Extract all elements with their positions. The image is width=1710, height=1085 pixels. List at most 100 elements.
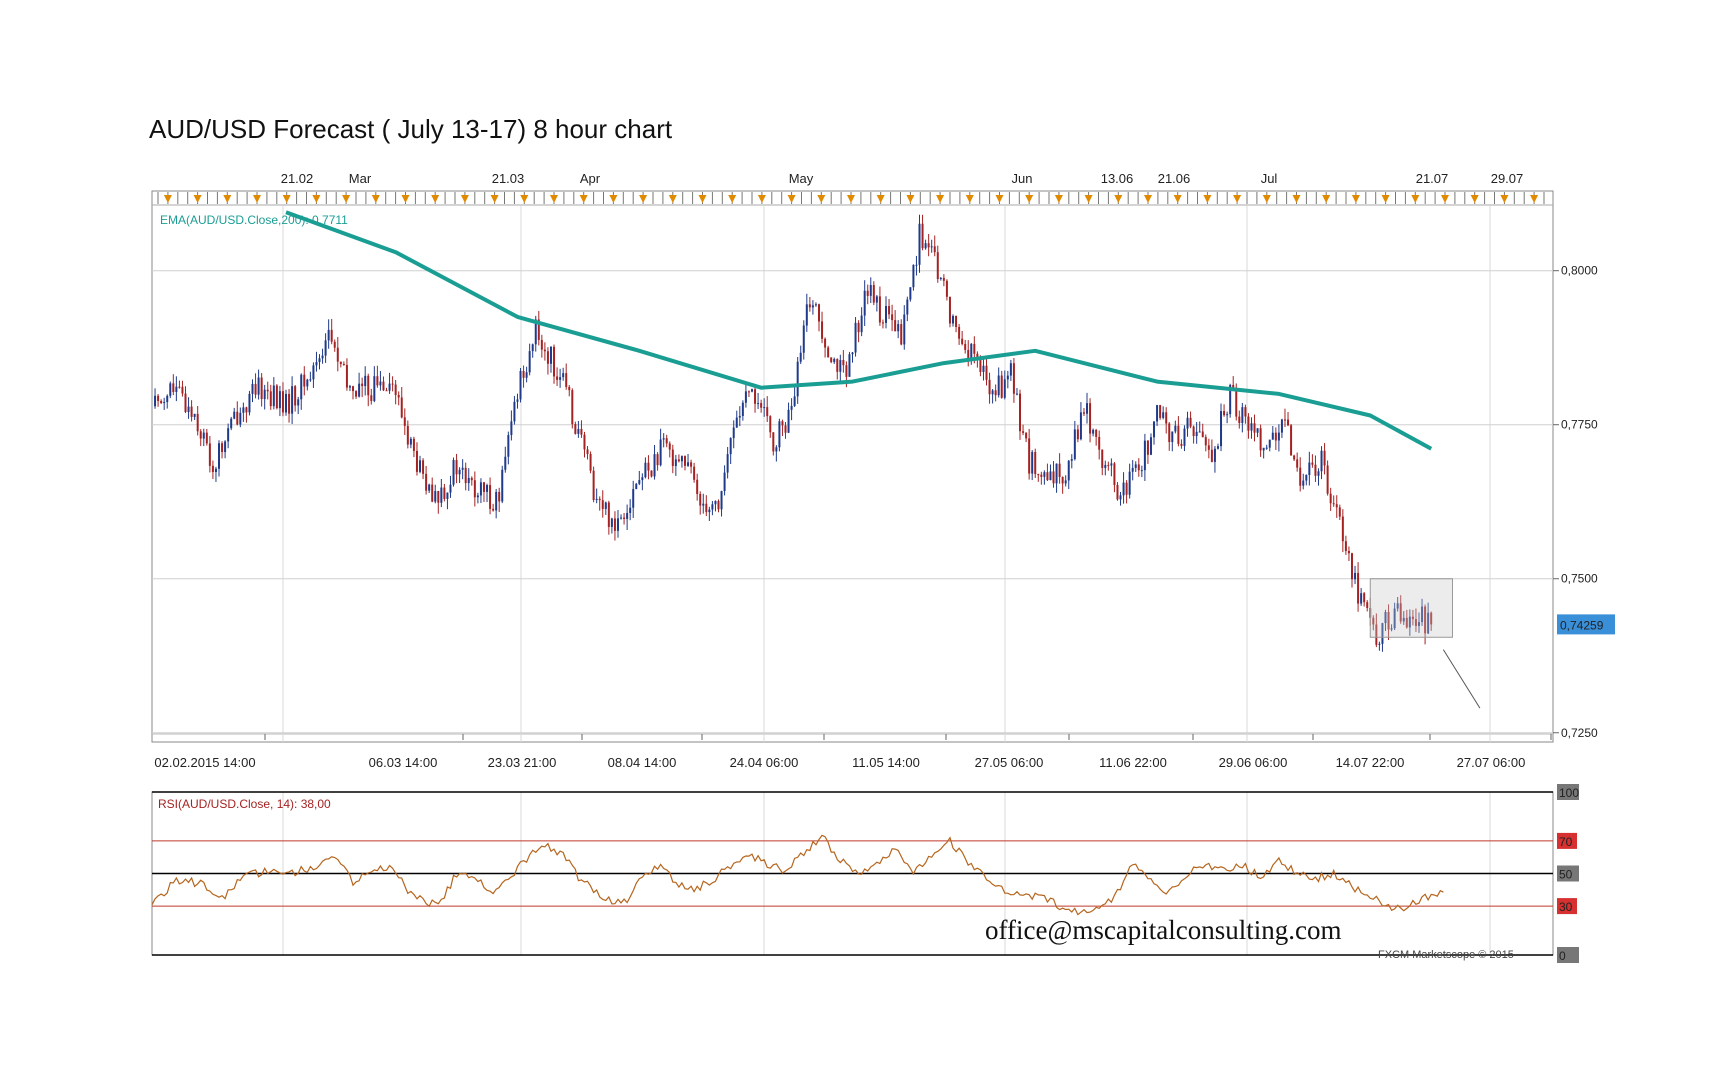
candle-body [269, 391, 272, 407]
candle-body [1229, 384, 1232, 415]
candle-body [817, 304, 820, 322]
event-marker [847, 195, 855, 203]
rsi-axis-tag [1557, 865, 1579, 882]
candle-body [802, 325, 805, 353]
candle-body [830, 357, 833, 363]
candle-body [997, 375, 1000, 396]
candle-body [364, 375, 367, 387]
candle-body [1335, 504, 1338, 508]
candle-body [620, 517, 623, 519]
candle-body [522, 371, 525, 378]
candle-body [1421, 606, 1424, 623]
candle-body [537, 319, 540, 340]
candle-body [568, 386, 571, 391]
candle-body [635, 483, 638, 490]
candle-body [1299, 467, 1302, 486]
candle-body [1037, 474, 1040, 476]
candle-body [1320, 450, 1323, 472]
candle-body [994, 390, 997, 396]
candle-body [1101, 449, 1104, 468]
candle-body [1305, 474, 1308, 481]
candle-body [814, 304, 817, 306]
candle-body [936, 252, 939, 280]
event-marker [342, 195, 351, 203]
candle-body [1082, 412, 1085, 414]
candle-body [973, 343, 976, 354]
candle-body [1268, 439, 1271, 448]
event-marker [282, 195, 291, 203]
candle-body [760, 403, 763, 408]
candle-body [866, 290, 869, 296]
candle-body [1424, 606, 1427, 634]
candle-body [257, 377, 260, 395]
candle-body [1344, 541, 1347, 552]
candle-body [184, 393, 187, 413]
candle-body [1408, 616, 1411, 628]
candle-body [955, 315, 958, 327]
candle-body [157, 395, 160, 401]
rsi-axis-label: 30 [1559, 900, 1573, 914]
candle-body [1073, 429, 1076, 460]
candle-body [278, 391, 281, 409]
event-marker [787, 195, 796, 203]
event-marker [371, 195, 380, 203]
candle-body [1308, 462, 1311, 475]
candle-body [476, 495, 479, 498]
candle-body [598, 498, 601, 501]
candle-body [425, 473, 428, 491]
event-marker [223, 195, 232, 203]
candle-body [1411, 616, 1414, 620]
price-axis-label: 0,7500 [1561, 572, 1598, 586]
candle-body [650, 470, 653, 477]
time-axis-label: 02.02.2015 14:00 [154, 755, 255, 770]
candle-body [288, 393, 291, 414]
price-axis-label: 0,7750 [1561, 418, 1598, 432]
event-marker [817, 195, 826, 203]
candle-body [683, 456, 686, 466]
candle-body [912, 264, 915, 288]
candle-body [218, 443, 221, 469]
candle-body [440, 487, 443, 503]
candle-body [510, 421, 513, 436]
candle-body [312, 365, 315, 380]
event-marker [1203, 195, 1212, 203]
candle-body [933, 246, 936, 253]
event-marker [1144, 195, 1152, 203]
event-marker [1173, 195, 1182, 203]
candle-body [239, 412, 242, 425]
candle-body [1274, 432, 1277, 441]
candle-body [1131, 467, 1134, 472]
candle-body [1210, 449, 1213, 462]
event-marker [728, 195, 737, 203]
candle-body [154, 395, 157, 407]
candle-body [428, 484, 431, 491]
candle-body [589, 453, 592, 471]
candle-body [921, 223, 924, 249]
candle-body [415, 450, 418, 472]
rsi-axis-tag [1557, 947, 1579, 963]
candle-body [1287, 419, 1290, 426]
candle-body [696, 479, 699, 494]
candle-body [888, 306, 891, 315]
candle-body [388, 383, 391, 391]
candle-body [559, 377, 562, 380]
candle-body [763, 407, 766, 409]
candle-body [1427, 612, 1430, 634]
candle-body [330, 329, 333, 342]
rsi-axis-label: 100 [1559, 786, 1579, 800]
candle-body [942, 277, 945, 281]
candle-body [687, 462, 690, 466]
candle-body [1180, 443, 1183, 446]
top-date-label: Mar [349, 171, 372, 186]
candle-body [528, 351, 531, 373]
candle-body [406, 425, 409, 445]
candle-body [930, 246, 933, 248]
candle-body [790, 405, 793, 410]
top-date-label: May [789, 171, 814, 186]
candle-body [839, 360, 842, 372]
candle-body [1341, 516, 1344, 542]
candle-body [769, 416, 772, 433]
candle-body [248, 393, 251, 413]
candle-body [827, 347, 830, 358]
candle-body [1107, 464, 1110, 466]
